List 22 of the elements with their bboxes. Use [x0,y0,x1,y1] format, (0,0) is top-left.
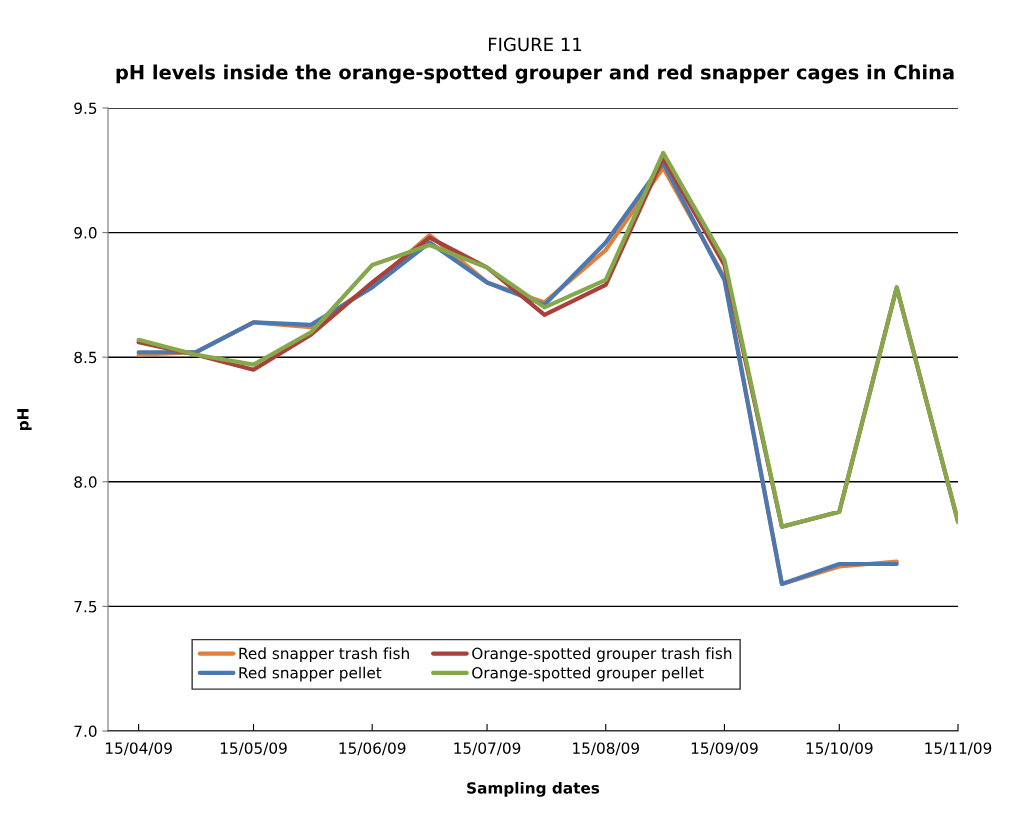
x-axis-title: Sampling dates [467,781,600,797]
chart-subtitle: pH levels inside the orange-spotted grouper and red snapper cages in China [116,64,954,84]
y-tick-label: 7.0 [74,725,97,738]
x-tick-label: 15/07/09 [454,742,521,756]
y-tick-label: 8.0 [74,476,97,488]
x-tick-label: 15/04/09 [106,742,172,756]
x-tick-label: 15/05/09 [220,742,287,756]
x-tick-label: 15/09/09 [691,742,758,756]
x-tick-label: 15/06/09 [339,742,406,756]
legend-label: Red snapper trash fish [239,647,409,663]
y-tick-label: 8.5 [74,351,97,364]
x-tick-label: 15/08/09 [573,742,639,756]
legend-label: Orange-spotted grouper trash fish [472,647,732,663]
y-tick-label: 7.5 [74,601,97,613]
legend-label: Orange-spotted grouper pellet [472,666,704,682]
x-tick-label: 15/11/09 [925,742,992,756]
legend-label: Red snapper pellet [239,666,382,682]
y-axis-title: pH [17,409,32,431]
x-tick-label: 15/10/09 [806,742,873,756]
chart-title: FIGURE 11 [488,37,582,52]
y-tick-label: 9.5 [74,102,97,115]
y-tick-label: 9.0 [74,227,97,239]
